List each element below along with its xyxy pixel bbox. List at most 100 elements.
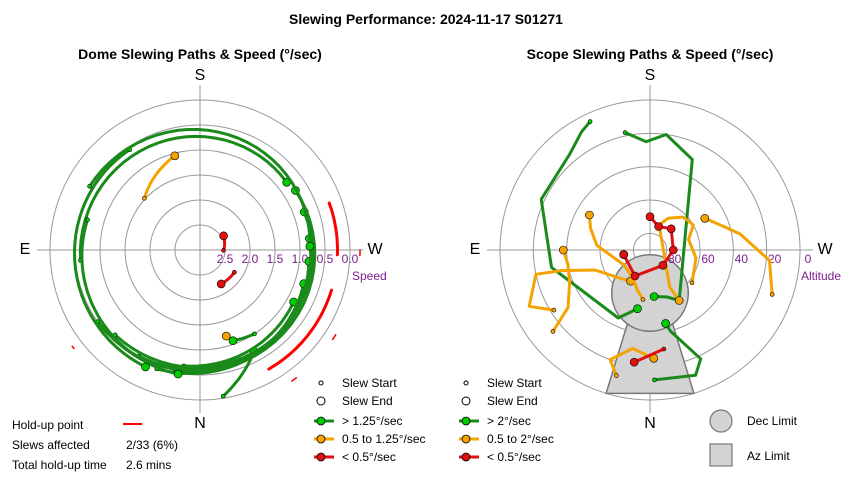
- dome-legend: Slew Start Slew End > 1.25°/sec 0.5 to 1…: [314, 376, 426, 464]
- legend-az-limit: Az Limit: [747, 449, 790, 463]
- legend-scope-fast: > 2°/sec: [487, 414, 531, 428]
- dome-title: Dome Slewing Paths & Speed (°/sec): [78, 46, 322, 62]
- scope-slow-cluster-point: [666, 224, 676, 234]
- dome-holdup-arcs: [71, 201, 361, 382]
- scope-slew-start-point: [661, 346, 667, 352]
- legend-scope-medium-marker: [461, 434, 471, 444]
- scope-slow-cluster-point: [630, 271, 640, 281]
- figure-title: Slewing Performance: 2024-11-17 S01271: [289, 11, 563, 27]
- scope-slow-cluster-point: [654, 222, 663, 231]
- scope-slew-start-point: [689, 280, 695, 286]
- scope-slow-cluster-point: [668, 245, 678, 255]
- scope-slew-end-point: [649, 292, 659, 301]
- dome-tick-label: 1.0: [292, 252, 309, 266]
- dome-slew-start-point: [232, 269, 237, 275]
- scope-slew-start-point: [587, 119, 593, 124]
- dome-ring-outer: [49, 99, 351, 401]
- legend-scope-slew-start: Slew Start: [487, 376, 542, 390]
- legend-scope-slew-end: Slew End: [487, 394, 538, 408]
- legend-slow: < 0.5°/sec: [342, 450, 396, 464]
- scope-tick-label: 60: [701, 252, 715, 266]
- dome-tick-label: 1.5: [267, 252, 284, 266]
- legend-scope-slow: < 0.5°/sec: [487, 450, 541, 464]
- scope-slew-start-point: [622, 130, 628, 135]
- scope-tick-label: 0: [805, 252, 812, 266]
- dome-slew-start-point: [252, 331, 257, 337]
- scope-slew-start-point: [640, 297, 646, 302]
- dome-ring: [99, 149, 301, 351]
- scope-slew-paths: [527, 119, 775, 383]
- scope-cardinal-w: W: [817, 241, 833, 258]
- dome-slew-end-point: [228, 336, 238, 346]
- scope-slew-path: [704, 216, 774, 295]
- legend-slew-start: Slew Start: [342, 376, 397, 390]
- dome-slew-end-point: [222, 331, 231, 341]
- legend-slew-end: Slew End: [342, 394, 393, 408]
- scope-legend: Slew Start Slew End > 2°/sec 0.5 to 2°/s…: [459, 376, 798, 467]
- scope-tick-label: 80: [668, 252, 682, 266]
- dome-panel: Dome Slewing Paths & Speed (°/sec) S N E…: [20, 46, 387, 432]
- dome-ring: [124, 174, 276, 326]
- dome-slew-path: [183, 301, 295, 368]
- scope-cardinal-s: S: [645, 67, 656, 84]
- scope-tick-label: 40: [735, 252, 749, 266]
- dome-slew-end-point: [170, 151, 180, 161]
- dome-cardinal-n: N: [194, 415, 206, 432]
- scope-slew-end-point: [700, 214, 710, 223]
- dome-slew-path: [114, 211, 314, 369]
- legend-scope-slew-end-marker: [461, 396, 471, 406]
- dome-slew-end-point: [141, 362, 150, 372]
- scope-slow-cluster-point: [658, 260, 668, 270]
- legend-slew-start-marker: [318, 380, 324, 386]
- dome-slew-start-point: [142, 195, 147, 201]
- legend-scope-medium: 0.5 to 2°/sec: [487, 432, 554, 446]
- dome-holdup-arc: [71, 345, 75, 350]
- slews-affected-value: 2/33 (6%): [126, 438, 178, 452]
- dome-slew-path: [88, 128, 312, 247]
- legend-slow-marker: [316, 452, 326, 462]
- scope-slew-start-point: [551, 307, 557, 313]
- scope-slew-path: [527, 268, 631, 312]
- dome-ring: [149, 199, 251, 301]
- scope-slew-path: [633, 347, 665, 364]
- dome-holdup-arc: [267, 288, 333, 371]
- legend-scope-slew-start-marker: [463, 380, 469, 386]
- dome-slew-paths: [73, 128, 317, 399]
- legend-az-limit-marker: [709, 443, 733, 467]
- scope-tick-labels: 80 60 40 20 0: [668, 252, 812, 266]
- dome-cardinal-e: E: [20, 241, 31, 258]
- legend-slew-end-marker: [316, 396, 326, 406]
- scope-slew-path: [624, 131, 694, 302]
- dome-slew-path: [78, 134, 288, 261]
- dome-tick-label: 2.5: [217, 252, 234, 266]
- scope-slew-end-point: [585, 210, 594, 220]
- scope-slow-cluster-point: [645, 212, 655, 221]
- scope-slew-start-point: [652, 377, 657, 383]
- scope-slow-cluster-point: [619, 250, 629, 259]
- scope-axis-label: Altitude: [801, 269, 841, 283]
- legend-medium: 0.5 to 1.25°/sec: [342, 432, 426, 446]
- total-holdup-value: 2.6 mins: [126, 458, 171, 472]
- legend-dec-limit: Dec Limit: [747, 414, 798, 428]
- scope-cardinal-e: E: [470, 241, 481, 258]
- holdup-stats: Hold-up point Slews affected 2/33 (6%) T…: [12, 418, 178, 472]
- dome-slew-end-point: [216, 279, 226, 289]
- dome-axis-label: Speed: [352, 269, 387, 283]
- dome-slew-start-point: [221, 248, 226, 253]
- dome-slew-start-point: [87, 184, 92, 189]
- scope-tick-label: 20: [768, 252, 782, 266]
- legend-fast-marker: [316, 416, 326, 426]
- scope-slew-start-point: [614, 373, 619, 378]
- dome-tick-labels: 2.5 2.0 1.5 1.0 0.5 0.0: [217, 252, 359, 266]
- legend-medium-marker: [316, 434, 326, 444]
- dome-cardinal-w: W: [367, 241, 383, 258]
- holdup-point-label: Hold-up point: [12, 418, 84, 432]
- dome-tick-label: 2.0: [242, 252, 259, 266]
- scope-slew-end-point: [629, 357, 639, 367]
- scope-slew-end-point: [558, 245, 568, 255]
- dome-cardinal-s: S: [195, 67, 206, 84]
- legend-scope-slow-marker: [461, 452, 471, 462]
- dome-tick-label: 0.5: [317, 252, 334, 266]
- scope-ring: [499, 99, 801, 401]
